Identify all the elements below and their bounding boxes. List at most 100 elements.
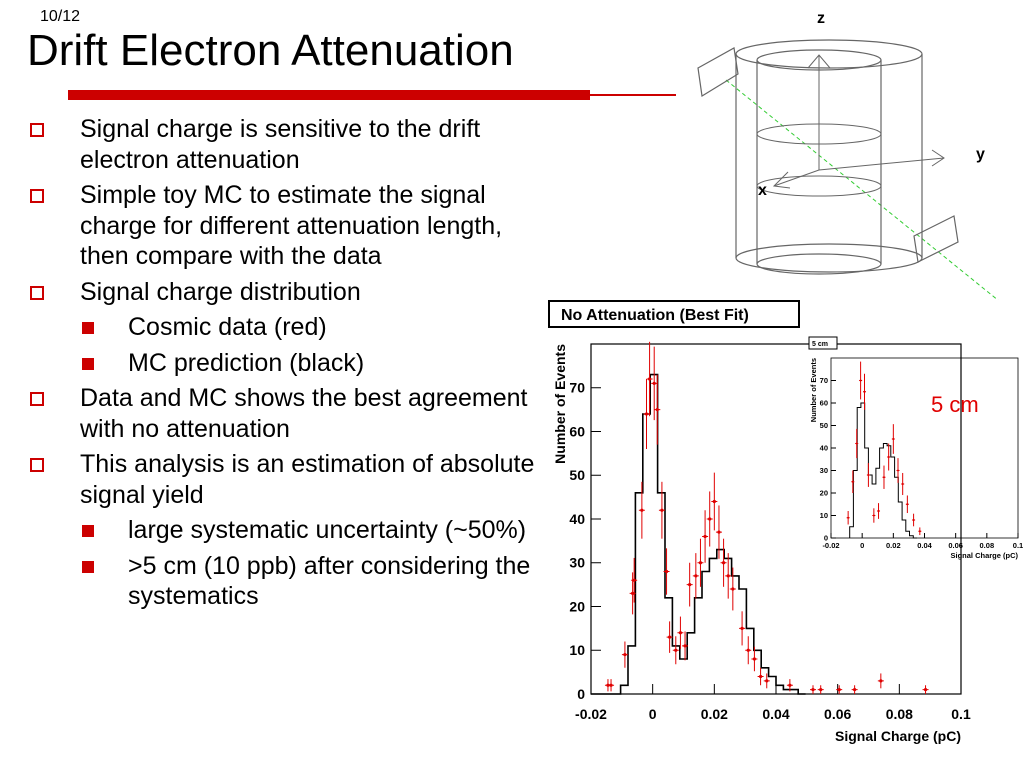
y-axis-title: Number of Events [552,344,568,464]
y-tick-label: 40 [820,444,828,453]
inset-caption: 5 cm [931,392,979,417]
data-point [694,574,698,578]
data-point [811,688,815,692]
data-point [678,631,683,635]
filled-square-bullet-icon [82,322,94,334]
data-point [863,390,866,393]
x-tick-label: 0.1 [951,706,971,722]
sub-bullet-item: MC prediction (black) [30,348,550,379]
x-tick-label: 0.1 [1013,541,1023,550]
data-point [877,510,880,512]
inset-chart-svg: 5 cm-0.02 0 0.02 0.04 0.06 0.08 0.101020304050… [808,336,1023,560]
x-axis-title: Signal Charge (pC) [950,551,1018,560]
data-point [788,683,792,687]
data-point [668,635,672,639]
data-point [758,674,763,679]
data-point [847,516,850,519]
bullet-item: Signal charge distribution [30,277,550,308]
y-axis-label: y [976,146,985,163]
hollow-square-bullet-icon [30,189,44,203]
data-point [660,508,664,512]
y-tick-label: 60 [820,399,828,408]
data-point [837,688,841,692]
bullet-item: Simple toy MC to estimate the signal cha… [30,180,550,272]
x-arrow-head [772,171,791,189]
port-upper [697,47,739,97]
data-point [655,408,659,412]
bullet-text: Simple toy MC to estimate the signal cha… [80,181,503,270]
data-point [923,688,928,692]
y-axis-title: Number of Events [809,358,818,422]
y-tick-label: 10 [569,642,585,658]
y-tick-label: 60 [569,423,585,439]
sub-bullet-item: >5 cm (10 ppb) after considering the sys… [30,551,550,612]
y-tick-label: 10 [820,511,828,520]
title-box [808,336,838,350]
data-point [703,534,707,539]
data-point [726,574,730,578]
y-tick-label: 70 [569,380,585,396]
data-point [918,530,921,533]
data-point [855,442,858,445]
data-point [872,514,875,517]
main-chart: No Attenuation (Best Fit) -0.02 0 0.02 0.04 0… [537,296,990,764]
z-arrow-head [807,54,831,69]
data-point [906,503,909,506]
data-point [740,626,744,630]
x-tick-label: 0.02 [886,541,901,550]
x-tick-label: 0 [860,541,864,550]
data-point [901,483,904,485]
data-point [647,377,652,381]
data-point [640,508,644,512]
port-lower [913,215,959,263]
data-point [851,480,854,483]
hollow-square-bullet-icon [30,392,44,406]
x-tick-label: 0.08 [980,541,995,550]
bullet-item: This analysis is an estimation of absolu… [30,449,550,510]
y-tick-label: 20 [569,598,585,614]
x-tick-label: 0.02 [701,706,728,722]
x-tick-label: 0 [649,706,657,722]
data-point [644,412,649,416]
bullet-text: Data and MC shows the best agreement wit… [80,384,528,443]
inset-chart: 5 cm -0.02 0 0.02 0.04 0.06 0.08 0.1 0 10 20 30 40 50… [806,334,1024,566]
data-point [752,657,757,661]
hollow-square-bullet-icon [30,123,44,137]
data-point [731,587,735,591]
data-point [632,578,636,582]
data-point [688,583,692,587]
data-point [859,379,862,382]
mc-histogram-line [849,402,917,539]
data-point [879,679,883,683]
data-point [882,476,885,479]
bullet-text: MC prediction (black) [128,348,365,377]
data-point [652,381,656,385]
hollow-square-bullet-icon [30,285,44,300]
bullet-text: Signal charge distribution [80,277,361,306]
data-point [683,644,687,648]
inner-cylinder-bottom [756,253,882,275]
bullet-item: Signal charge is sensitive to the drift … [30,114,550,175]
sub-bullet-item: Cosmic data (red) [30,312,550,343]
detector-diagram-svg: z y x [697,10,1005,306]
data-point [631,591,635,595]
y-axis [818,157,945,171]
data-point [819,688,823,692]
page-number: 10/12 [40,8,81,25]
filled-square-bullet-icon [82,560,94,573]
y-arrow-head [931,149,945,167]
data-point [623,653,627,657]
z-axis-label: z [817,10,825,27]
data-point [765,679,769,683]
data-point [912,519,915,521]
bullet-text: >5 cm (10 ppb) after considering the sys… [128,551,531,611]
x-tick-label: -0.02 [575,706,607,722]
hollow-square-bullet-icon [30,458,44,472]
data-point [606,683,610,687]
data-point [609,683,613,687]
x-tick-label: 0.06 [824,706,851,722]
y-tick-label: 40 [569,511,585,527]
bullet-text: Cosmic data (red) [128,313,327,341]
outer-cylinder-top [735,39,923,69]
plot-frame [830,357,1019,539]
